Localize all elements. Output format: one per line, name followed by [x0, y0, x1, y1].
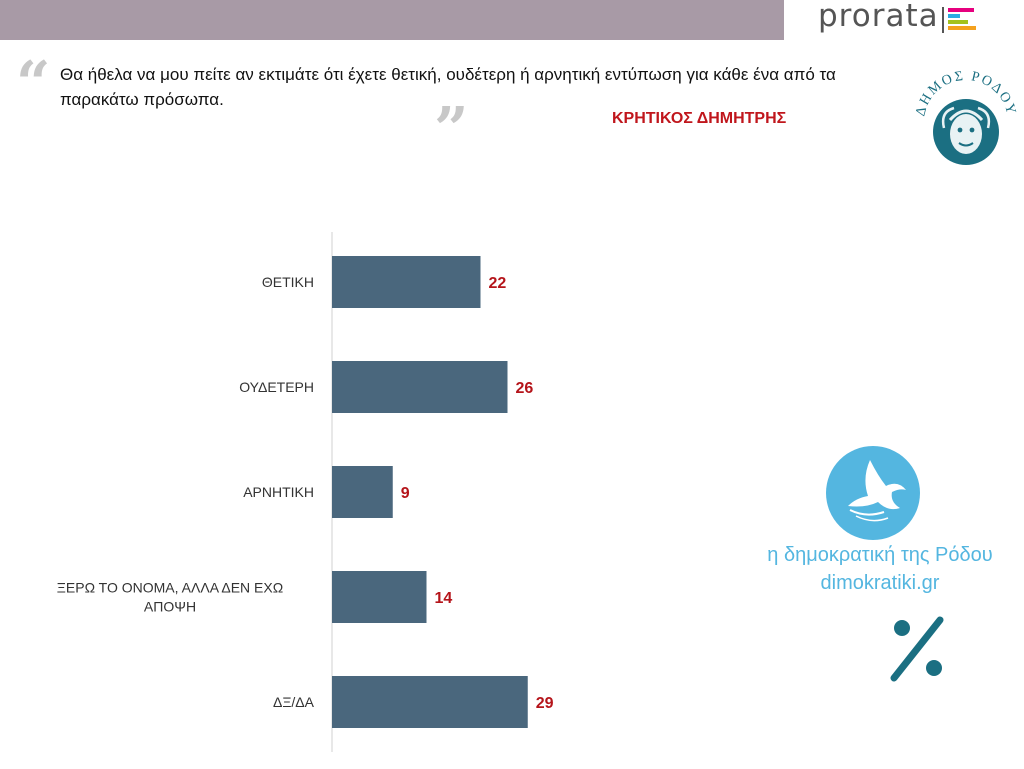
seal-logo-icon: ΔΗΜΟΣ ΡΟΔΟΥ — [913, 69, 1017, 165]
brand-divider — [942, 7, 944, 33]
question-text: Θα ήθελα να μου πείτε αν εκτιμάτε ότι έχ… — [60, 65, 836, 109]
top-banner: prorata — [0, 0, 1024, 40]
bar-chart: 22 ΘΕΤΙΚΗ 26 ΟΥΔΕΤΕΡΗ 9 ΑΡΝΗΤΙΚΗ 14 ΞΕΡΩ ΤΟ ΟΝΟ… — [57, 232, 554, 752]
watermark-line1: η δημοκρατική της Ρόδου — [767, 544, 993, 566]
value-label: 29 — [536, 695, 554, 712]
bar — [332, 466, 393, 518]
brand-name: prorata — [818, 0, 939, 34]
bar — [332, 361, 508, 413]
brand-logo: prorata — [784, 0, 1024, 40]
bar — [332, 571, 427, 623]
category-label: ΘΕΤΙΚΗ — [262, 274, 314, 290]
category-label: ΑΡΝΗΤΙΚΗ — [243, 484, 314, 500]
category-label: ΟΥΔΕΤΕΡΗ — [239, 379, 314, 395]
value-label: 9 — [401, 485, 410, 502]
value-label: 14 — [435, 590, 453, 607]
value-label: 26 — [516, 380, 534, 397]
dove-icon — [826, 446, 920, 540]
bar — [332, 256, 481, 308]
category-label: ΞΕΡΩ ΤΟ ΟΝΟΜΑ, ΑΛΛΑ ΔΕΝ ΕΧΩ ΑΠΟΨΗ — [57, 580, 283, 615]
watermark-line2: dimokratiki.gr — [820, 572, 940, 594]
brand-stripe — [948, 8, 974, 12]
value-label: 22 — [489, 275, 507, 292]
category-label: ΔΞ/ΔΑ — [273, 694, 315, 710]
brand-stripe — [948, 26, 976, 30]
subject-name: ΚΡΗΤΙΚΟΣ ΔΗΜΗΤΡΗΣ — [612, 110, 787, 127]
close-quote-icon: ” — [434, 95, 469, 165]
brand-mark-icon — [948, 8, 978, 32]
open-quote-icon: “ — [16, 49, 51, 119]
brand-stripe — [948, 14, 960, 18]
percent-icon — [890, 616, 944, 682]
bar — [332, 676, 528, 728]
brand-stripe — [948, 20, 968, 24]
